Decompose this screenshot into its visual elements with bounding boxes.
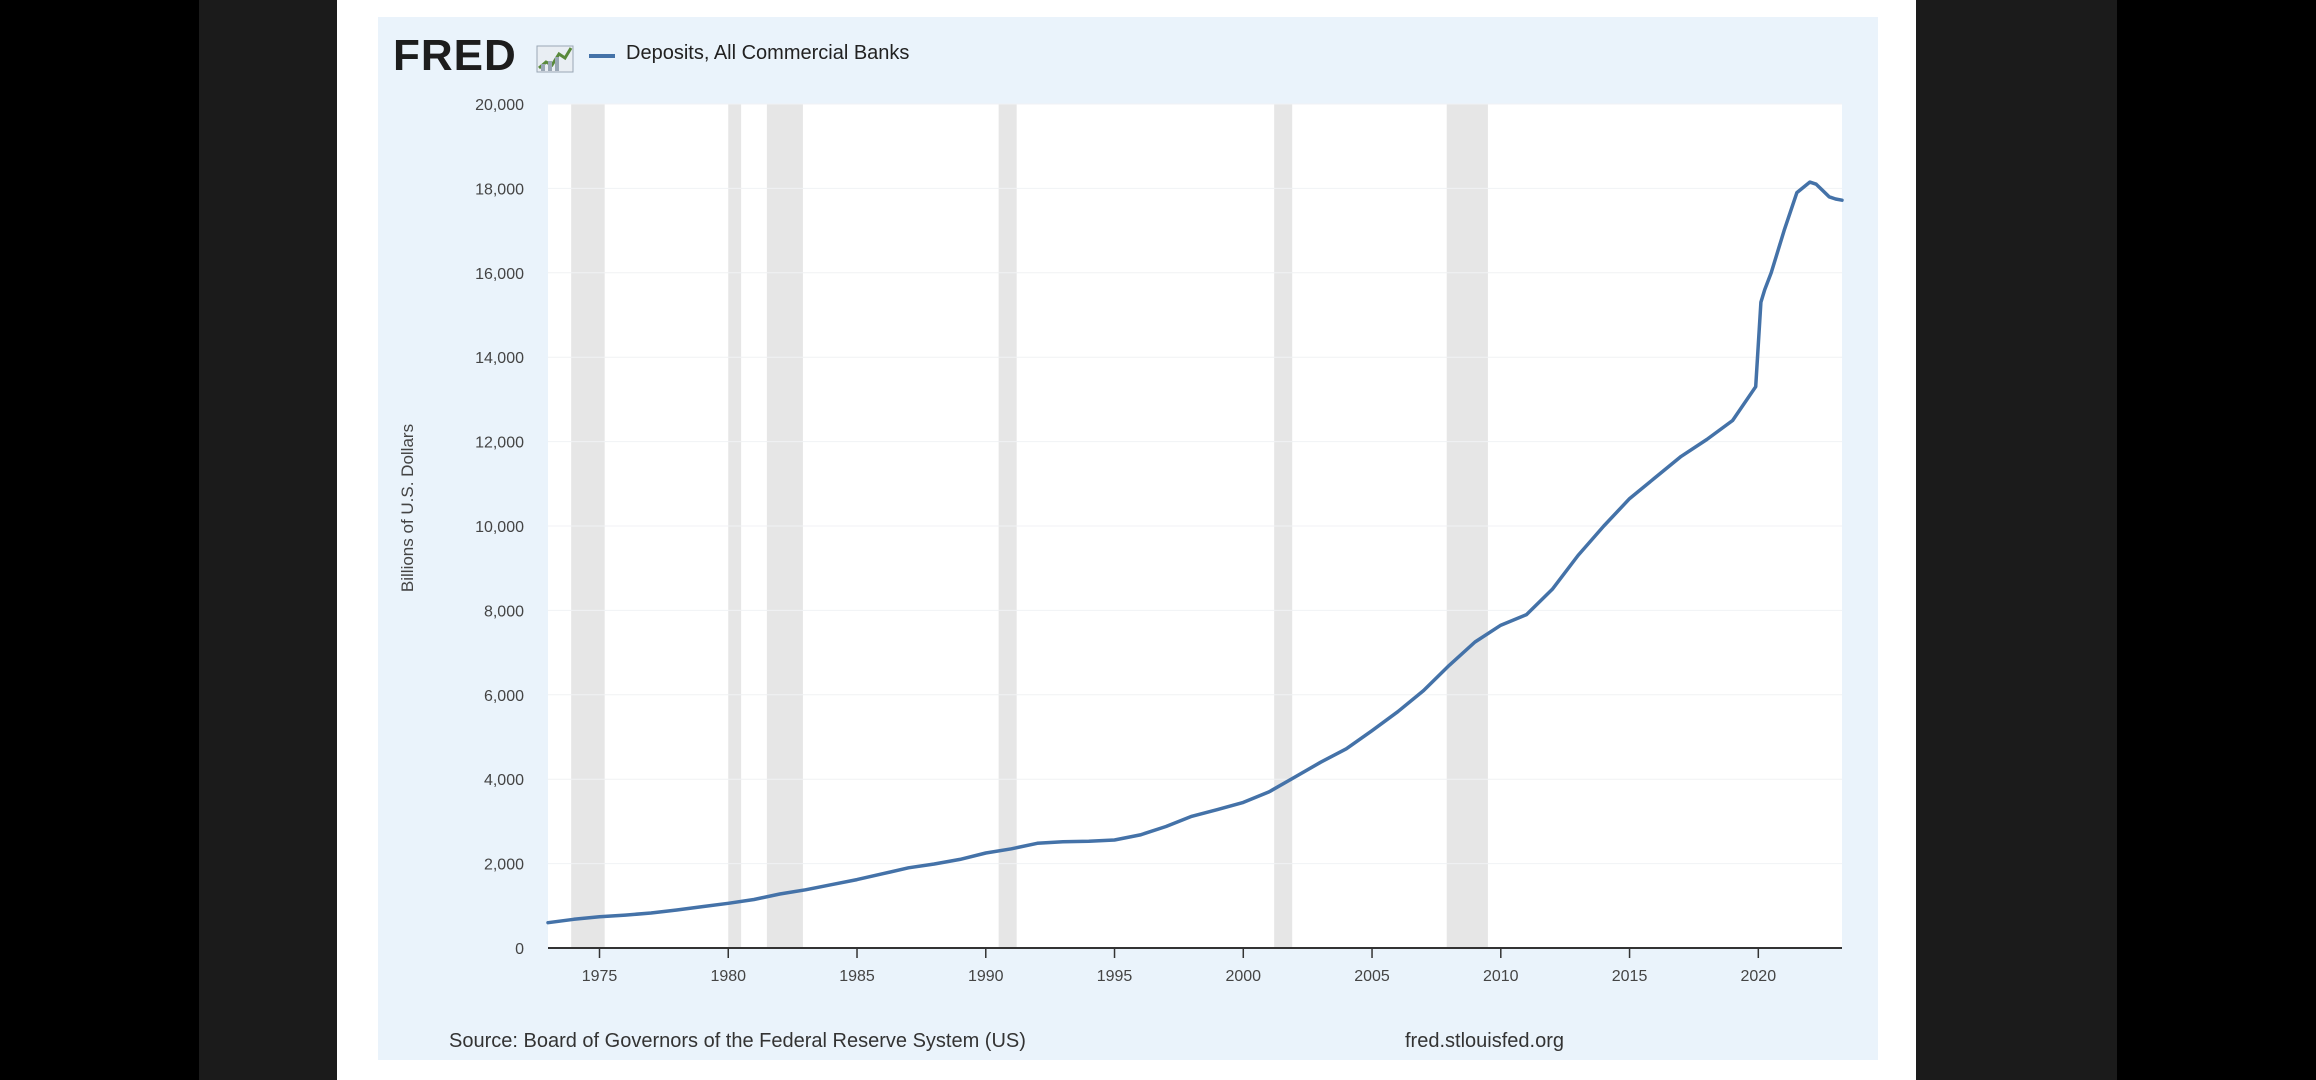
x-tick-label: 2000 <box>1225 968 1261 985</box>
right-letterbox <box>1916 0 2117 1080</box>
x-tick-label: 1995 <box>1097 968 1133 985</box>
y-tick-label: 12,000 <box>475 435 524 452</box>
x-tick-label: 2020 <box>1741 968 1777 985</box>
grid-lines <box>548 103 1842 865</box>
left-letterbox <box>199 0 337 1080</box>
y-tick-label: 20,000 <box>475 97 524 114</box>
y-tick-label: 8,000 <box>484 603 524 620</box>
x-tick-label: 1985 <box>839 968 875 985</box>
series-layer <box>546 180 1844 925</box>
y-tick-label: 16,000 <box>475 266 524 283</box>
y-tick-label: 0 <box>515 941 524 958</box>
x-tick-label: 2005 <box>1354 968 1390 985</box>
y-tick-label: 14,000 <box>475 350 524 367</box>
x-tick-label: 2010 <box>1483 968 1519 985</box>
y-axis-label: Billions of U.S. Dollars <box>398 424 417 592</box>
x-tick-label: 1990 <box>968 968 1004 985</box>
y-tick-label: 2,000 <box>484 857 524 874</box>
source-note: Source: Board of Governors of the Federa… <box>449 1030 1026 1052</box>
fred-logo[interactable]: FRED <box>393 31 517 80</box>
legend-swatch <box>589 54 615 58</box>
axes: 0 2,000 4,000 6,000 8,000 10,000 12,000 14,000 1… <box>475 97 1842 985</box>
chart-line-icon <box>536 45 574 73</box>
series-line-0 <box>546 180 1844 925</box>
y-tick-label: 10,000 <box>475 519 524 536</box>
y-tick-label: 18,000 <box>475 181 524 198</box>
x-tick-label: 2015 <box>1612 968 1648 985</box>
x-tick-label: 1975 <box>582 968 618 985</box>
y-tick-label: 4,000 <box>484 772 524 789</box>
fred-website-link[interactable]: fred.stlouisfed.org <box>1405 1030 1564 1052</box>
x-tick-label: 1980 <box>710 968 746 985</box>
y-tick-label: 6,000 <box>484 688 524 705</box>
legend-label: Deposits, All Commercial Banks <box>626 42 910 64</box>
